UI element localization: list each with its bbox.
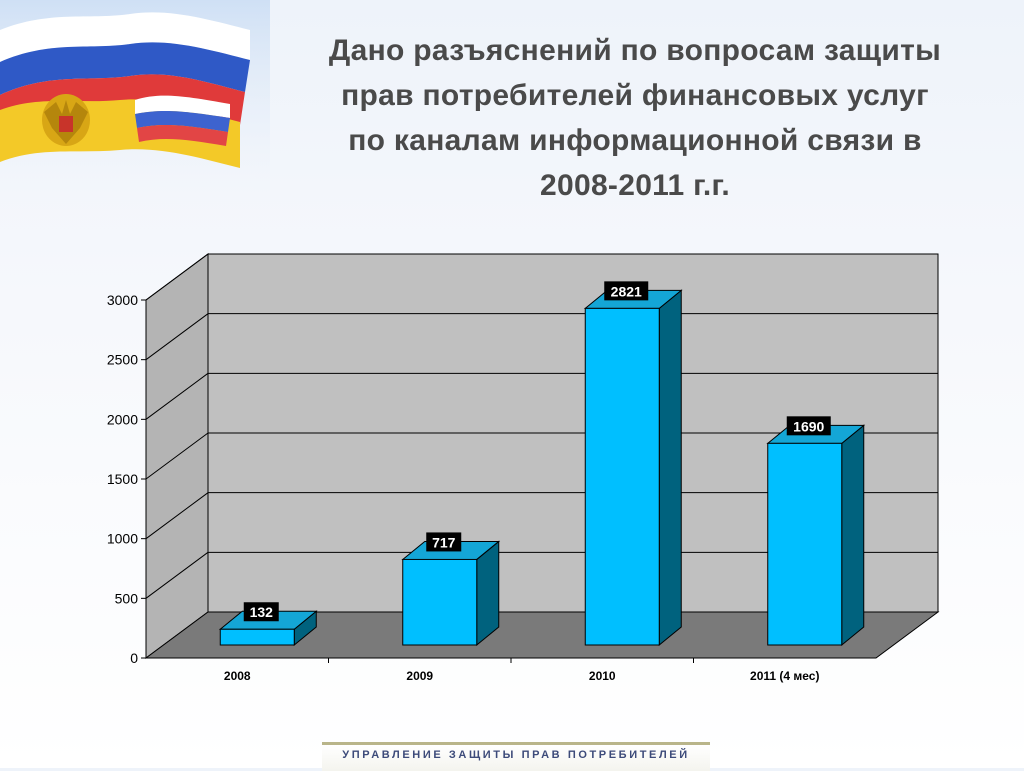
y-tick-label: 1500 [107, 471, 138, 487]
bar [584, 307, 660, 646]
data-label-box [786, 416, 831, 436]
bar [767, 442, 843, 646]
footer-text: УПРАВЛЕНИЕ ЗАЩИТЫ ПРАВ ПОТРЕБИТЕЛЕЙ [342, 749, 690, 761]
data-label: 132 [250, 604, 274, 620]
x-tick-label: 2009 [406, 669, 433, 683]
data-label-box [426, 532, 462, 552]
footer-banner: УПРАВЛЕНИЕ ЗАЩИТЫ ПРАВ ПОТРЕБИТЕЛЕЙ [322, 742, 710, 771]
data-label: 2821 [611, 283, 642, 299]
gridline-side [145, 313, 209, 361]
bar-side [841, 424, 865, 647]
russian-flag-emblem [0, 0, 270, 200]
data-label: 1690 [793, 418, 824, 434]
data-label: 717 [432, 534, 456, 550]
x-tick-label: 2011 (4 мес) [750, 669, 819, 683]
title-line: Дано разъяснений по вопросам защиты [328, 34, 942, 67]
gridline-side [145, 551, 209, 599]
gridline-side [145, 253, 209, 301]
x-tick-label: 2008 [224, 669, 251, 683]
gridline-side [145, 432, 209, 480]
bar [402, 558, 478, 646]
data-label-box [604, 281, 649, 301]
gridline-side [145, 492, 209, 540]
y-tick-label: 0 [130, 650, 138, 666]
data-label-box [243, 602, 279, 622]
title-line: по каналам информационной связи в [348, 124, 922, 157]
y-tick-label: 2000 [107, 411, 138, 427]
gridline-side [145, 372, 209, 420]
y-tick-label: 3000 [107, 292, 138, 308]
bar [219, 628, 295, 646]
y-tick-label: 1000 [107, 531, 138, 547]
title-line: 2008-2011 г.г. [539, 169, 730, 202]
y-tick-label: 2500 [107, 352, 138, 368]
x-tick-label: 2010 [589, 669, 616, 683]
slide-title: Дано разъяснений по вопросам защиты прав… [270, 28, 1000, 208]
title-line: прав потребителей финансовых услуг [341, 79, 929, 112]
bar-side [658, 289, 682, 647]
y-tick-label: 500 [115, 590, 139, 606]
